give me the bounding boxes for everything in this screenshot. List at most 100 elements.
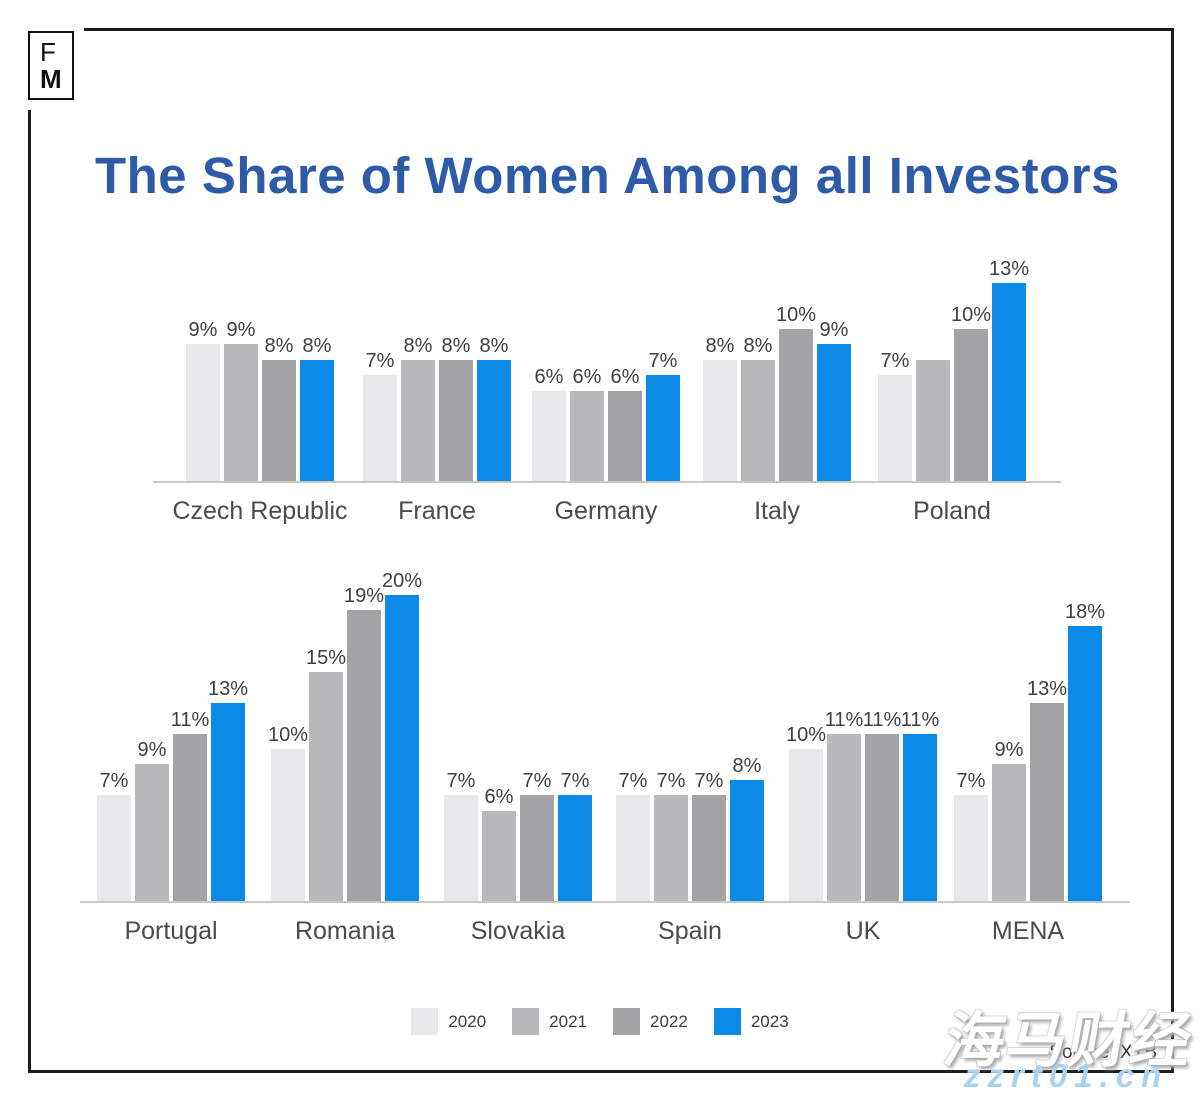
country-group-slovakia: 7% 6% 7% 7% Slovakia xyxy=(444,771,592,945)
bar-column-2023: 20% xyxy=(381,570,423,903)
category-label: UK xyxy=(845,917,881,945)
logo-letter-f: F xyxy=(40,36,56,67)
bar-column-2022: 7% xyxy=(692,771,726,903)
bar-value-label: 7% xyxy=(880,350,910,372)
bar-2021 xyxy=(135,764,169,903)
bar-column-2022: 11% xyxy=(170,709,210,903)
bar-2022 xyxy=(520,795,554,903)
bar-value-label: 8% xyxy=(302,335,332,357)
bar-column-2020: 7% xyxy=(444,771,478,903)
bar-2023 xyxy=(646,375,680,483)
legend-label-2022: 2022 xyxy=(650,1011,688,1031)
bar-column-2023: 9% xyxy=(817,320,851,483)
bar-column-2022: 10% xyxy=(776,305,816,483)
bar-value-label: 18% xyxy=(1064,601,1106,623)
bar-2023 xyxy=(477,360,511,483)
bar-column-2020: 8% xyxy=(703,336,737,483)
bar-2022 xyxy=(608,391,642,483)
country-group-portugal: 7% 9% 11% 13% Portugal xyxy=(97,679,248,945)
bar-cluster: 7% 9% 13% 18% xyxy=(954,601,1106,903)
bar-column-2020: 10% xyxy=(786,725,826,903)
bar-column-2021: 6% xyxy=(570,367,604,483)
bar-2022 xyxy=(954,329,988,483)
country-group-czech-republic: 9% 9% 8% 8% Czech Republic xyxy=(172,320,347,525)
watermark-url: zzrt01.cn xyxy=(964,1057,1169,1094)
legend-item-2023: 2023 xyxy=(713,1008,789,1035)
country-group-germany: 6% 6% 6% 7% Germany xyxy=(532,351,680,525)
bar-value-label: 7% xyxy=(560,770,590,792)
bar-column-2020: 10% xyxy=(268,725,308,903)
bar-column-2022: 6% xyxy=(608,367,642,483)
bar-2020 xyxy=(97,795,131,903)
country-group-mena: 7% 9% 13% 18% MENA xyxy=(954,601,1106,945)
bar-cluster: 7% 8% 8% 8% xyxy=(363,336,511,483)
bar-value-label: 7% xyxy=(446,770,476,792)
bar-2020 xyxy=(878,375,912,483)
bar-value-label: 6% xyxy=(610,366,640,388)
bar-column-2021 xyxy=(916,356,950,483)
bar-2023 xyxy=(992,283,1026,483)
bar-value-label: 13% xyxy=(988,258,1030,280)
bar-cluster: 8% 8% 10% 9% xyxy=(703,305,851,483)
bar-value-label: 8% xyxy=(732,755,762,777)
bar-value-label: 7% xyxy=(694,770,724,792)
bar-cluster: 7% 6% 7% 7% xyxy=(444,771,592,903)
bar-2023 xyxy=(385,595,419,903)
bar-value-label: 7% xyxy=(365,350,395,372)
bar-column-2023: 8% xyxy=(477,336,511,483)
bar-2022 xyxy=(347,610,381,903)
logo-letter-m: M xyxy=(40,63,62,94)
bar-column-2020: 7% xyxy=(363,351,397,483)
bar-value-label: 11% xyxy=(170,709,210,731)
bar-column-2021: 9% xyxy=(992,740,1026,903)
bar-2021 xyxy=(654,795,688,903)
bar-column-2021: 9% xyxy=(224,320,258,483)
category-label: Italy xyxy=(754,497,800,525)
bar-2020 xyxy=(271,749,305,903)
bar-value-label: 7% xyxy=(656,770,686,792)
country-group-france: 7% 8% 8% 8% France xyxy=(363,336,511,525)
chart-title: The Share of Women Among all Investors xyxy=(95,147,1121,204)
bar-2020 xyxy=(789,749,823,903)
bar-value-label: 15% xyxy=(305,647,347,669)
bar-cluster: 10% 11% 11% 11% xyxy=(786,709,939,903)
source-credit: Source: XTB xyxy=(1049,1042,1157,1063)
bar-column-2021: 11% xyxy=(825,710,863,903)
bar-2022 xyxy=(692,795,726,903)
bar-column-2020: 7% xyxy=(954,771,988,903)
bar-cluster: 9% 9% 8% 8% xyxy=(186,320,334,483)
bar-value-label: 8% xyxy=(264,335,294,357)
category-label: Spain xyxy=(658,917,722,945)
bar-cluster: 7% 9% 11% 13% xyxy=(97,679,248,903)
bar-2021 xyxy=(482,811,516,903)
bar-column-2023: 13% xyxy=(988,258,1030,483)
bar-value-label: 6% xyxy=(572,366,602,388)
legend-swatch-2023 xyxy=(713,1008,741,1035)
bar-2021 xyxy=(992,764,1026,903)
bar-column-2021: 15% xyxy=(305,647,347,903)
bar-2020 xyxy=(186,344,220,483)
fm-logo: F M xyxy=(28,31,74,100)
bar-value-label: 20% xyxy=(381,570,423,592)
bar-2021 xyxy=(224,344,258,483)
category-label: Romania xyxy=(294,917,396,945)
legend: 2020 2021 2022 2023 xyxy=(0,1008,1200,1035)
bar-column-2023: 11% xyxy=(901,710,939,903)
bar-value-label: 7% xyxy=(956,770,986,792)
bar-value-label: 11% xyxy=(862,709,902,731)
bar-cluster: 7% 7% 7% 8% xyxy=(616,756,764,903)
category-label: Czech Republic xyxy=(172,497,348,525)
bar-column-2021: 8% xyxy=(741,336,775,483)
bar-column-2023: 7% xyxy=(558,771,592,903)
bar-column-2020: 6% xyxy=(532,367,566,483)
bar-value-label: 8% xyxy=(479,335,509,357)
legend-item-2021: 2021 xyxy=(512,1008,587,1035)
bar-column-2022: 8% xyxy=(262,336,296,483)
country-group-poland: 7% 10% 13% Poland xyxy=(878,258,1030,525)
country-group-romania: 10% 15% 19% 20% Romania xyxy=(268,570,423,945)
bar-column-2023: 8% xyxy=(730,756,764,903)
bar-column-2020: 9% xyxy=(186,320,220,483)
bar-column-2023: 7% xyxy=(646,351,680,483)
legend-swatch-2022 xyxy=(613,1008,640,1035)
